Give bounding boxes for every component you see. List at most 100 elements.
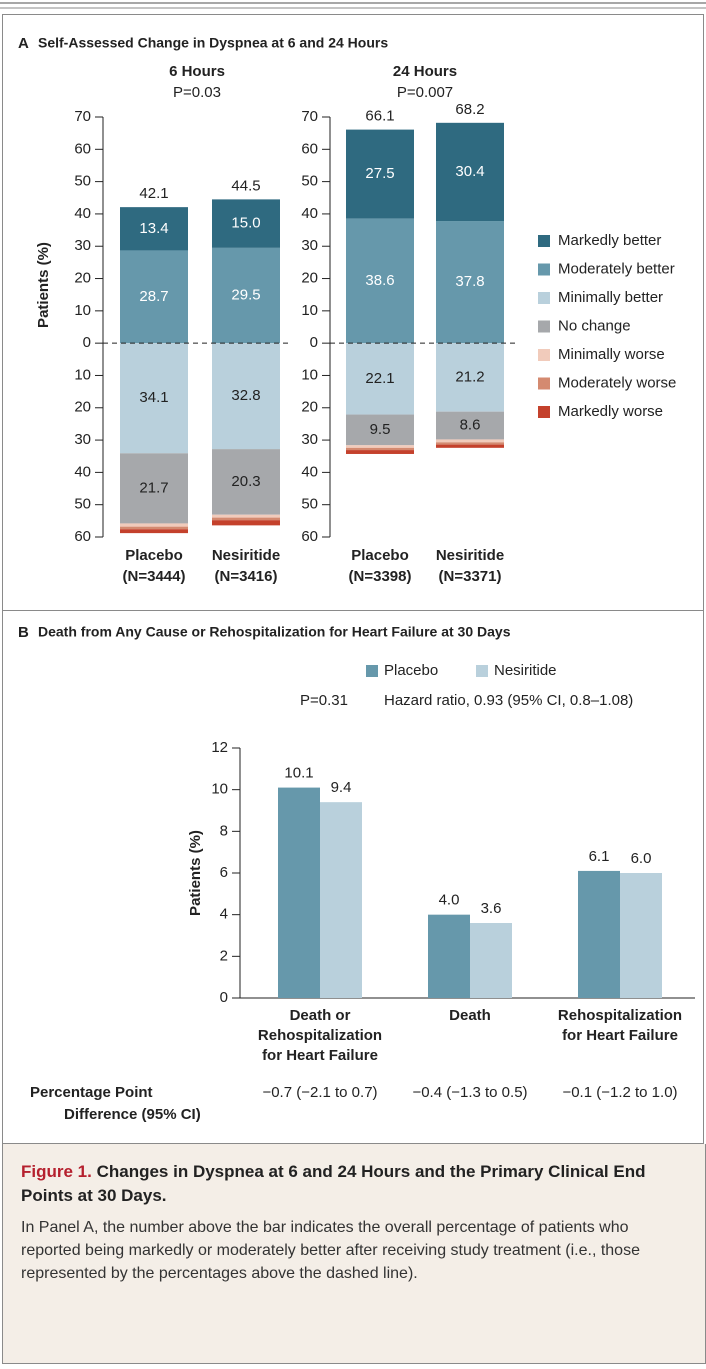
y-tick-label: 20 <box>74 399 91 416</box>
bar-segment <box>346 447 414 451</box>
y-tick-label: 50 <box>74 173 91 190</box>
bar-segment <box>346 129 414 219</box>
total-label: 66.1 <box>365 108 394 125</box>
legend-swatch <box>538 320 550 333</box>
y-tick-label: 40 <box>74 205 91 222</box>
y-tick-label: 60 <box>301 528 318 545</box>
y-tick-label: 60 <box>74 140 91 157</box>
bar-segment <box>436 442 504 445</box>
difference-value: −0.7 (−2.1 to 0.7) <box>262 1084 377 1101</box>
legend-label: Moderately better <box>558 260 675 277</box>
y-tick-label: 60 <box>74 528 91 545</box>
chart-subtitle: P=0.03 <box>173 84 221 101</box>
x-tick-label: Death <box>449 1007 491 1024</box>
x-tick-sublabel: (N=3371) <box>439 568 502 585</box>
value-label: 38.6 <box>365 272 394 289</box>
bar-segment <box>120 343 188 454</box>
caption-heading: Changes in Dyspnea at 6 and 24 Hours and… <box>21 1162 646 1205</box>
y-tick-label: 10 <box>74 366 91 383</box>
bar-segment <box>346 450 414 454</box>
value-label: 30.4 <box>455 163 484 180</box>
y-tick-label: 20 <box>301 399 318 416</box>
x-tick-label: for Heart Failure <box>562 1027 678 1044</box>
bar-segment <box>212 520 280 526</box>
legend-swatch <box>538 292 550 304</box>
total-label: 44.5 <box>231 177 260 194</box>
chart-subtitle: P=0.007 <box>397 84 453 101</box>
y-tick-label: 10 <box>74 302 91 319</box>
difference-value: −0.4 (−1.3 to 0.5) <box>412 1084 527 1101</box>
annotation: Hazard ratio, 0.93 (95% CI, 0.8–1.08) <box>384 692 633 709</box>
bar <box>278 787 320 998</box>
bar-segment <box>436 122 504 222</box>
x-tick-label: Nesiritide <box>212 547 280 564</box>
y-axis-label: Patients (%) <box>35 242 52 328</box>
caption: Figure 1. Changes in Dyspnea at 6 and 24… <box>2 1144 706 1364</box>
bar <box>428 914 470 998</box>
value-label: 27.5 <box>365 165 394 182</box>
bar <box>320 802 362 998</box>
bar-segment <box>212 517 280 521</box>
y-tick-label: 40 <box>74 463 91 480</box>
value-label: 32.8 <box>231 387 260 404</box>
y-tick-label: 50 <box>301 173 318 190</box>
panel-title: Self-Assessed Change in Dyspnea at 6 and… <box>38 35 388 51</box>
bar-segment <box>120 453 188 524</box>
x-tick-label: Placebo <box>351 547 409 564</box>
y-tick-label: 60 <box>301 140 318 157</box>
figure-border <box>2 14 704 1144</box>
value-label: 4.0 <box>439 892 460 909</box>
bar-segment <box>346 445 414 448</box>
bar-segment <box>346 218 414 344</box>
legend-label: Moderately worse <box>558 374 676 391</box>
bar <box>470 923 512 998</box>
difference-label: Percentage Point <box>30 1084 153 1101</box>
bar-segment <box>436 411 504 440</box>
y-tick-label: 20 <box>301 270 318 287</box>
value-label: 10.1 <box>284 765 313 782</box>
legend-swatch <box>538 263 550 276</box>
y-tick-label: 40 <box>301 463 318 480</box>
annotation: P=0.31 <box>300 692 348 709</box>
value-label: 6.1 <box>589 848 610 865</box>
value-label: 34.1 <box>139 389 168 406</box>
legend-label: Markedly better <box>558 232 661 249</box>
value-label: 15.0 <box>231 215 260 232</box>
value-label: 22.1 <box>365 370 394 387</box>
x-tick-sublabel: (N=3398) <box>349 568 412 585</box>
y-tick-label: 6 <box>220 864 228 881</box>
bar-segment <box>436 439 504 443</box>
value-label: 21.7 <box>139 479 168 496</box>
panel-title: Death from Any Cause or Rehospitalizatio… <box>38 624 511 640</box>
y-tick-label: 70 <box>74 108 91 125</box>
caption-text: In Panel A, the number above the bar ind… <box>21 1219 640 1282</box>
x-tick-label: Rehospitalization <box>258 1027 382 1044</box>
y-tick-label: 0 <box>310 334 318 351</box>
y-tick-label: 20 <box>74 270 91 287</box>
bar-segment <box>120 529 188 534</box>
x-tick-label: for Heart Failure <box>262 1047 378 1064</box>
x-tick-label: Placebo <box>125 547 183 564</box>
chart-title: 24 Hours <box>393 63 457 80</box>
value-label: 13.4 <box>139 220 168 237</box>
y-tick-label: 30 <box>301 431 318 448</box>
y-tick-label: 10 <box>301 302 318 319</box>
value-label: 37.8 <box>455 273 484 290</box>
y-tick-label: 70 <box>301 108 318 125</box>
bar-segment <box>436 343 504 412</box>
y-tick-label: 40 <box>301 205 318 222</box>
value-label: 28.7 <box>139 288 168 305</box>
panel-letter: B <box>18 624 29 641</box>
legend-swatch <box>538 235 550 247</box>
bar-segment <box>212 514 280 518</box>
legend-label: Placebo <box>384 662 438 679</box>
value-label: 9.4 <box>331 779 352 796</box>
bar-segment <box>120 526 188 530</box>
legend-swatch <box>538 406 550 418</box>
bar-segment <box>212 247 280 344</box>
legend-label: No change <box>558 317 631 334</box>
y-tick-label: 12 <box>211 739 228 756</box>
difference-label: Difference (95% CI) <box>64 1106 201 1123</box>
bar-segment <box>346 414 414 446</box>
